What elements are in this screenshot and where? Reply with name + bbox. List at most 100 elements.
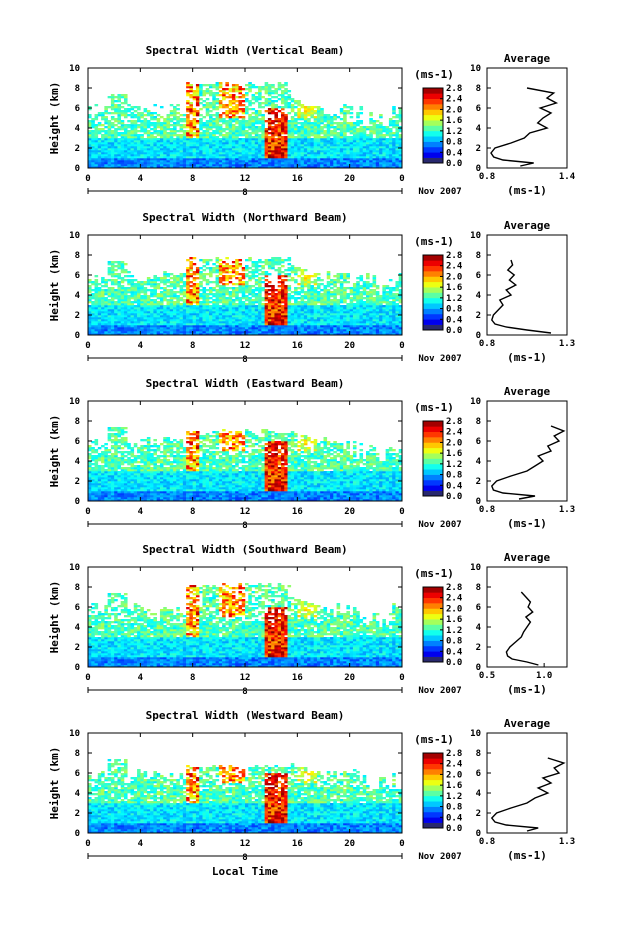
heatmap-cell	[290, 267, 295, 270]
heatmap-cell	[186, 317, 190, 320]
heatmap-cell	[277, 261, 282, 264]
heatmap-cell	[238, 160, 243, 163]
heatmap-cell	[212, 164, 216, 167]
heatmap-cell	[362, 136, 367, 139]
heatmap-cell	[140, 317, 144, 320]
heatmap-cell	[228, 128, 233, 131]
heatmap-cell	[307, 323, 311, 326]
heatmap-cell	[310, 132, 314, 135]
heatmap-cell	[290, 136, 295, 139]
heatmap-cell	[169, 154, 174, 157]
heatmap-cell	[258, 317, 262, 320]
heatmap-cell	[209, 102, 213, 105]
heatmap-cell	[186, 327, 190, 330]
heatmap-cell	[140, 315, 144, 318]
heatmap-cell	[280, 297, 285, 300]
heatmap-cell	[189, 160, 193, 163]
heatmap-cell	[189, 273, 193, 276]
heatmap-cell	[101, 277, 105, 280]
heatmap-cell	[362, 160, 367, 163]
heatmap-cell	[258, 144, 262, 147]
heatmap-cell	[107, 138, 112, 141]
heatmap-cell	[336, 148, 341, 151]
heatmap-cell	[271, 301, 275, 304]
heatmap-cell	[88, 317, 92, 320]
heatmap-cell	[186, 152, 190, 155]
heatmap-cell	[261, 265, 265, 268]
heatmap-cell	[284, 92, 288, 95]
heatmap-cell	[313, 279, 318, 282]
heatmap-cell	[258, 154, 262, 157]
heatmap-cell	[330, 152, 334, 155]
heatmap-cell	[254, 313, 259, 316]
heatmap-cell	[287, 289, 292, 292]
heatmap-cell	[251, 84, 256, 87]
heatmap-cell	[287, 142, 292, 145]
heatmap-cell	[274, 301, 279, 304]
heatmap-cell	[199, 297, 203, 300]
heatmap-cell	[110, 309, 115, 312]
heatmap-cell	[176, 301, 180, 304]
heatmap-cell	[326, 150, 331, 153]
heatmap-cell	[189, 144, 193, 147]
heatmap-cell	[114, 118, 118, 121]
heatmap-cell	[231, 327, 236, 330]
heatmap-cell	[313, 321, 318, 324]
heatmap-cell	[120, 269, 125, 272]
heatmap-cell	[382, 158, 386, 161]
heatmap-cell	[107, 315, 112, 318]
heatmap-cell	[153, 124, 157, 127]
heatmap-cell	[264, 82, 269, 85]
heatmap-cell	[287, 319, 292, 322]
heatmap-cell	[140, 158, 144, 161]
heatmap-cell	[91, 331, 95, 334]
heatmap-cell	[166, 295, 171, 298]
heatmap-cell	[382, 148, 386, 151]
heatmap-cell	[114, 291, 118, 294]
heatmap-cell	[330, 156, 334, 159]
heatmap-cell	[372, 132, 377, 135]
heatmap-cell	[104, 283, 108, 286]
heatmap-cell	[143, 150, 148, 153]
heatmap-cell	[231, 128, 236, 131]
heatmap-cell	[320, 333, 324, 336]
heatmap-cell	[192, 333, 197, 336]
heatmap-cell	[123, 116, 128, 119]
heatmap-cell	[209, 271, 213, 274]
heatmap-cell	[290, 122, 295, 125]
heatmap-cell	[254, 275, 259, 278]
heatmap-cell	[228, 108, 233, 111]
heatmap-cell	[133, 106, 138, 109]
heatmap-cell	[352, 130, 357, 133]
heatmap-cell	[169, 315, 174, 318]
heatmap-cell	[267, 261, 272, 264]
heatmap-cell	[271, 104, 275, 107]
heatmap-cell	[163, 158, 167, 161]
heatmap-cell	[153, 279, 157, 282]
heatmap-cell	[94, 331, 99, 334]
heatmap-cell	[379, 158, 383, 161]
heatmap-cell	[107, 313, 112, 316]
heatmap-cell	[179, 154, 184, 157]
heatmap-cell	[189, 325, 193, 328]
heatmap-cell	[231, 156, 236, 159]
heatmap-cell	[267, 317, 272, 320]
heatmap-cell	[271, 305, 275, 308]
heatmap-cell	[140, 309, 144, 312]
heatmap-cell	[107, 150, 112, 153]
heatmap-cell	[176, 156, 180, 159]
heatmap-cell	[258, 162, 262, 165]
heatmap-cell	[231, 317, 236, 320]
heatmap-cell	[205, 259, 210, 262]
heatmap-cell	[313, 317, 318, 320]
heatmap-cell	[254, 327, 259, 330]
heatmap-cell	[271, 311, 275, 314]
colorbar-tick-label: 2.0	[446, 105, 462, 115]
heatmap-cell	[153, 299, 157, 302]
heatmap-cell	[258, 293, 262, 296]
heatmap-cell	[225, 146, 229, 149]
heatmap-cell	[153, 281, 157, 284]
heatmap-cell	[91, 130, 95, 133]
heatmap-cell	[110, 307, 115, 310]
heatmap-cell	[267, 122, 272, 125]
